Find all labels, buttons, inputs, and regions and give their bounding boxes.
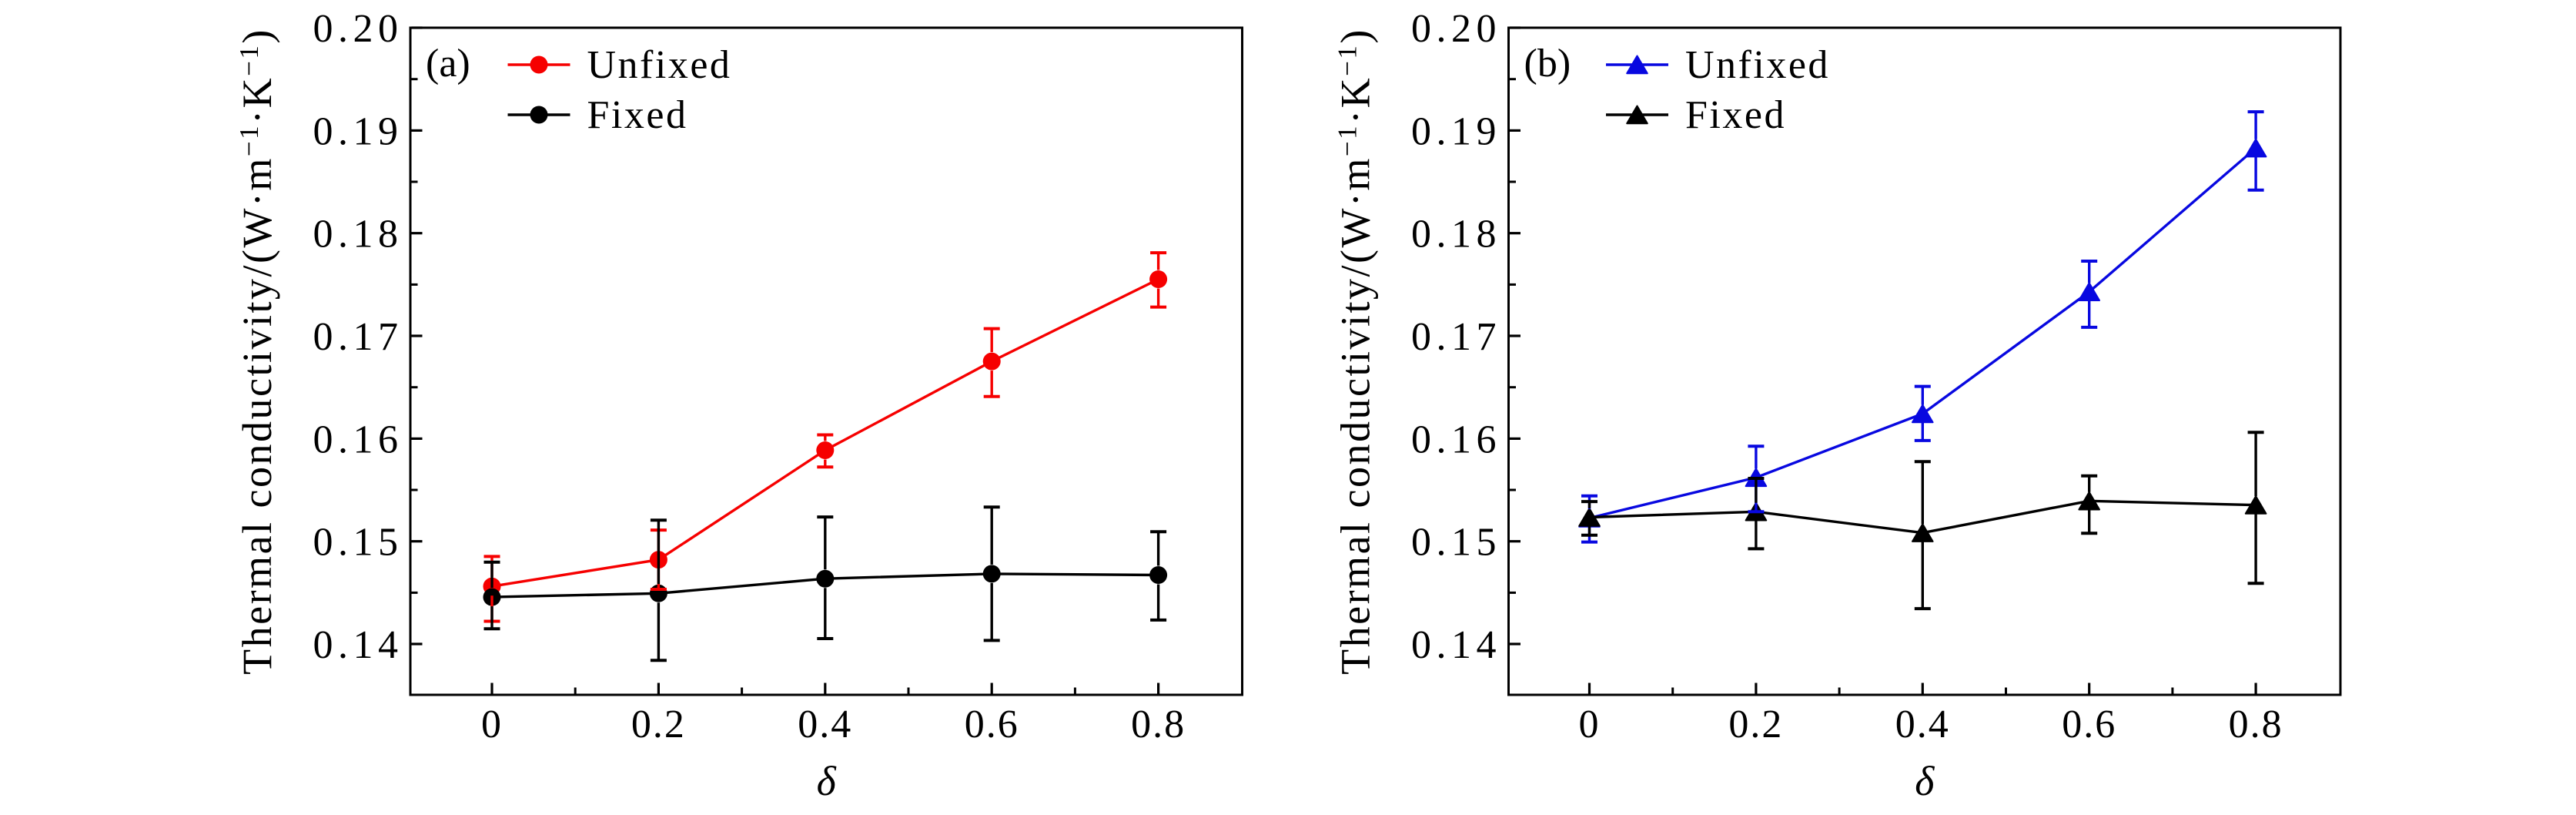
svg-text:Unfixed: Unfixed [1685,43,1830,87]
svg-text:(a): (a) [426,42,470,86]
svg-text:0.19: 0.19 [1411,109,1501,153]
svg-text:0.16: 0.16 [1411,418,1501,461]
svg-text:(b): (b) [1524,42,1571,86]
svg-text:0.6: 0.6 [2062,703,2116,746]
svg-text:0.2: 0.2 [631,703,686,746]
svg-text:0.15: 0.15 [1411,521,1501,565]
svg-text:Unfixed: Unfixed [587,43,732,87]
svg-text:0: 0 [481,703,503,746]
svg-text:0.20: 0.20 [1411,7,1501,51]
svg-text:0.8: 0.8 [1131,703,1186,746]
svg-text:0.14: 0.14 [313,623,403,667]
svg-text:0.17: 0.17 [1411,315,1501,359]
svg-text:0.6: 0.6 [965,703,1019,746]
svg-text:0: 0 [1579,703,1601,746]
svg-text:0.18: 0.18 [313,213,403,257]
svg-text:0.2: 0.2 [1728,703,1783,746]
svg-text:Fixed: Fixed [587,93,688,137]
svg-text:Fixed: Fixed [1685,93,1786,137]
svg-text:0.16: 0.16 [313,418,403,461]
svg-text:δ: δ [817,758,837,804]
svg-text:0.17: 0.17 [313,315,403,359]
svg-text:0.8: 0.8 [2229,703,2283,746]
svg-text:δ: δ [1915,758,1935,804]
svg-text:0.14: 0.14 [1411,623,1501,667]
svg-text:0.15: 0.15 [313,521,403,565]
svg-text:0.20: 0.20 [313,7,403,51]
svg-text:0.4: 0.4 [798,703,852,746]
svg-text:0.19: 0.19 [313,109,403,153]
svg-text:0.18: 0.18 [1411,213,1501,257]
svg-text:0.4: 0.4 [1895,703,1950,746]
